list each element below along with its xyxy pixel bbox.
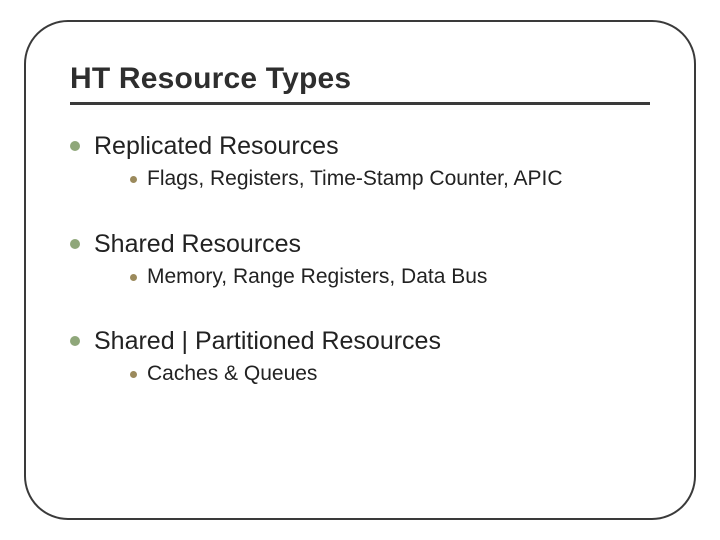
list-subitem: Flags, Registers, Time-Stamp Counter, AP… xyxy=(130,166,650,192)
list-item-label: Replicated Resources xyxy=(94,131,339,162)
bullet-secondary-icon xyxy=(130,274,137,281)
title-underline xyxy=(70,102,650,105)
bullet-primary-icon xyxy=(70,239,80,249)
list-item: Replicated Resources xyxy=(70,131,650,162)
bullet-secondary-icon xyxy=(130,371,137,378)
spacer xyxy=(70,290,650,326)
list-subitem-label: Flags, Registers, Time-Stamp Counter, AP… xyxy=(147,166,563,192)
list-subitem-label: Memory, Range Registers, Data Bus xyxy=(147,264,487,290)
slide-border: HT Resource Types Replicated Resources F… xyxy=(24,20,696,520)
spacer xyxy=(70,193,650,229)
list-subitem: Memory, Range Registers, Data Bus xyxy=(130,264,650,290)
list-subitem: Caches & Queues xyxy=(130,361,650,387)
slide-title: HT Resource Types xyxy=(70,62,650,96)
list-item-label: Shared | Partitioned Resources xyxy=(94,326,441,357)
list-item: Shared Resources xyxy=(70,229,650,260)
slide-container: HT Resource Types Replicated Resources F… xyxy=(0,0,720,540)
list-item: Shared | Partitioned Resources xyxy=(70,326,650,357)
list-item-label: Shared Resources xyxy=(94,229,301,260)
list-subitem-label: Caches & Queues xyxy=(147,361,317,387)
bullet-primary-icon xyxy=(70,141,80,151)
bullet-primary-icon xyxy=(70,336,80,346)
bullet-secondary-icon xyxy=(130,176,137,183)
